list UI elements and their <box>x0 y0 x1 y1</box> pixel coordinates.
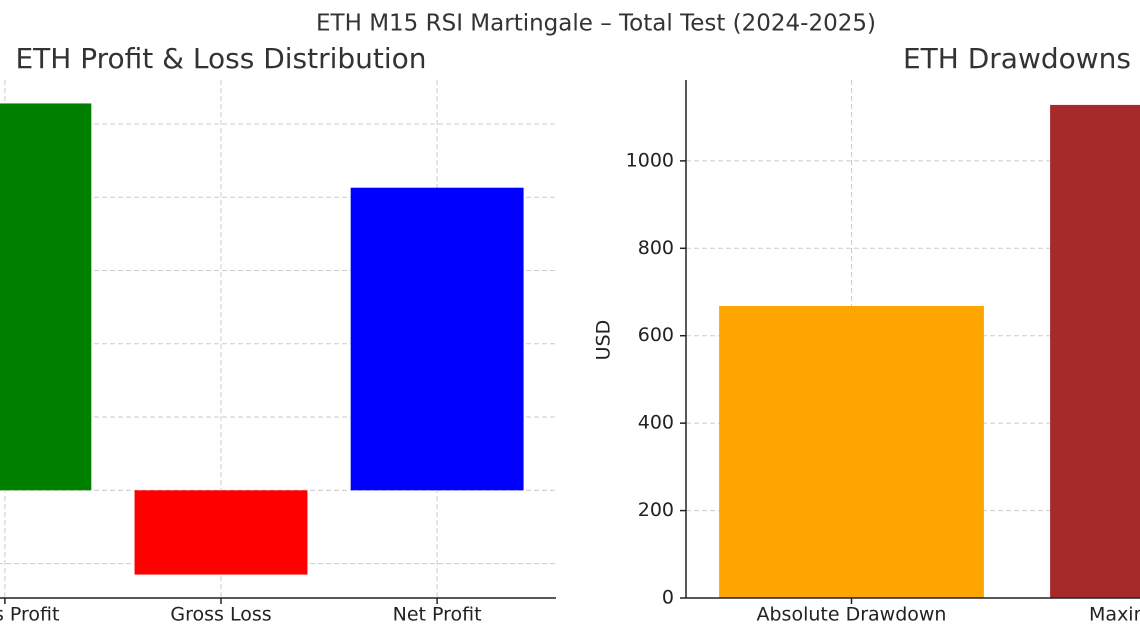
y-tick-label: 600 <box>638 324 674 346</box>
bar <box>350 187 524 491</box>
bar <box>0 103 92 491</box>
y-tick-label: 800 <box>638 237 674 259</box>
x-tick-label: Net Profit <box>393 604 482 626</box>
figure-title: ETH M15 RSI Martingale – Total Test (202… <box>316 11 876 37</box>
chart-title: ETH Drawdowns <box>903 42 1131 75</box>
x-tick-label: Gross Profit <box>0 604 59 626</box>
y-tick-label: 400 <box>638 412 674 434</box>
chart-title: ETH Profit & Loss Distribution <box>15 42 426 75</box>
x-tick-label: Maximal Drawdown <box>1089 604 1140 626</box>
x-tick-label: Gross Loss <box>170 604 271 626</box>
y-axis-label: USD <box>593 320 615 361</box>
bar <box>134 490 308 575</box>
bar <box>719 305 984 598</box>
y-tick-label: 1000 <box>626 149 674 171</box>
x-tick-label: Absolute Drawdown <box>757 604 947 626</box>
bar <box>1050 104 1140 599</box>
y-tick-label: 0 <box>662 587 674 609</box>
y-tick-label: 200 <box>638 499 674 521</box>
